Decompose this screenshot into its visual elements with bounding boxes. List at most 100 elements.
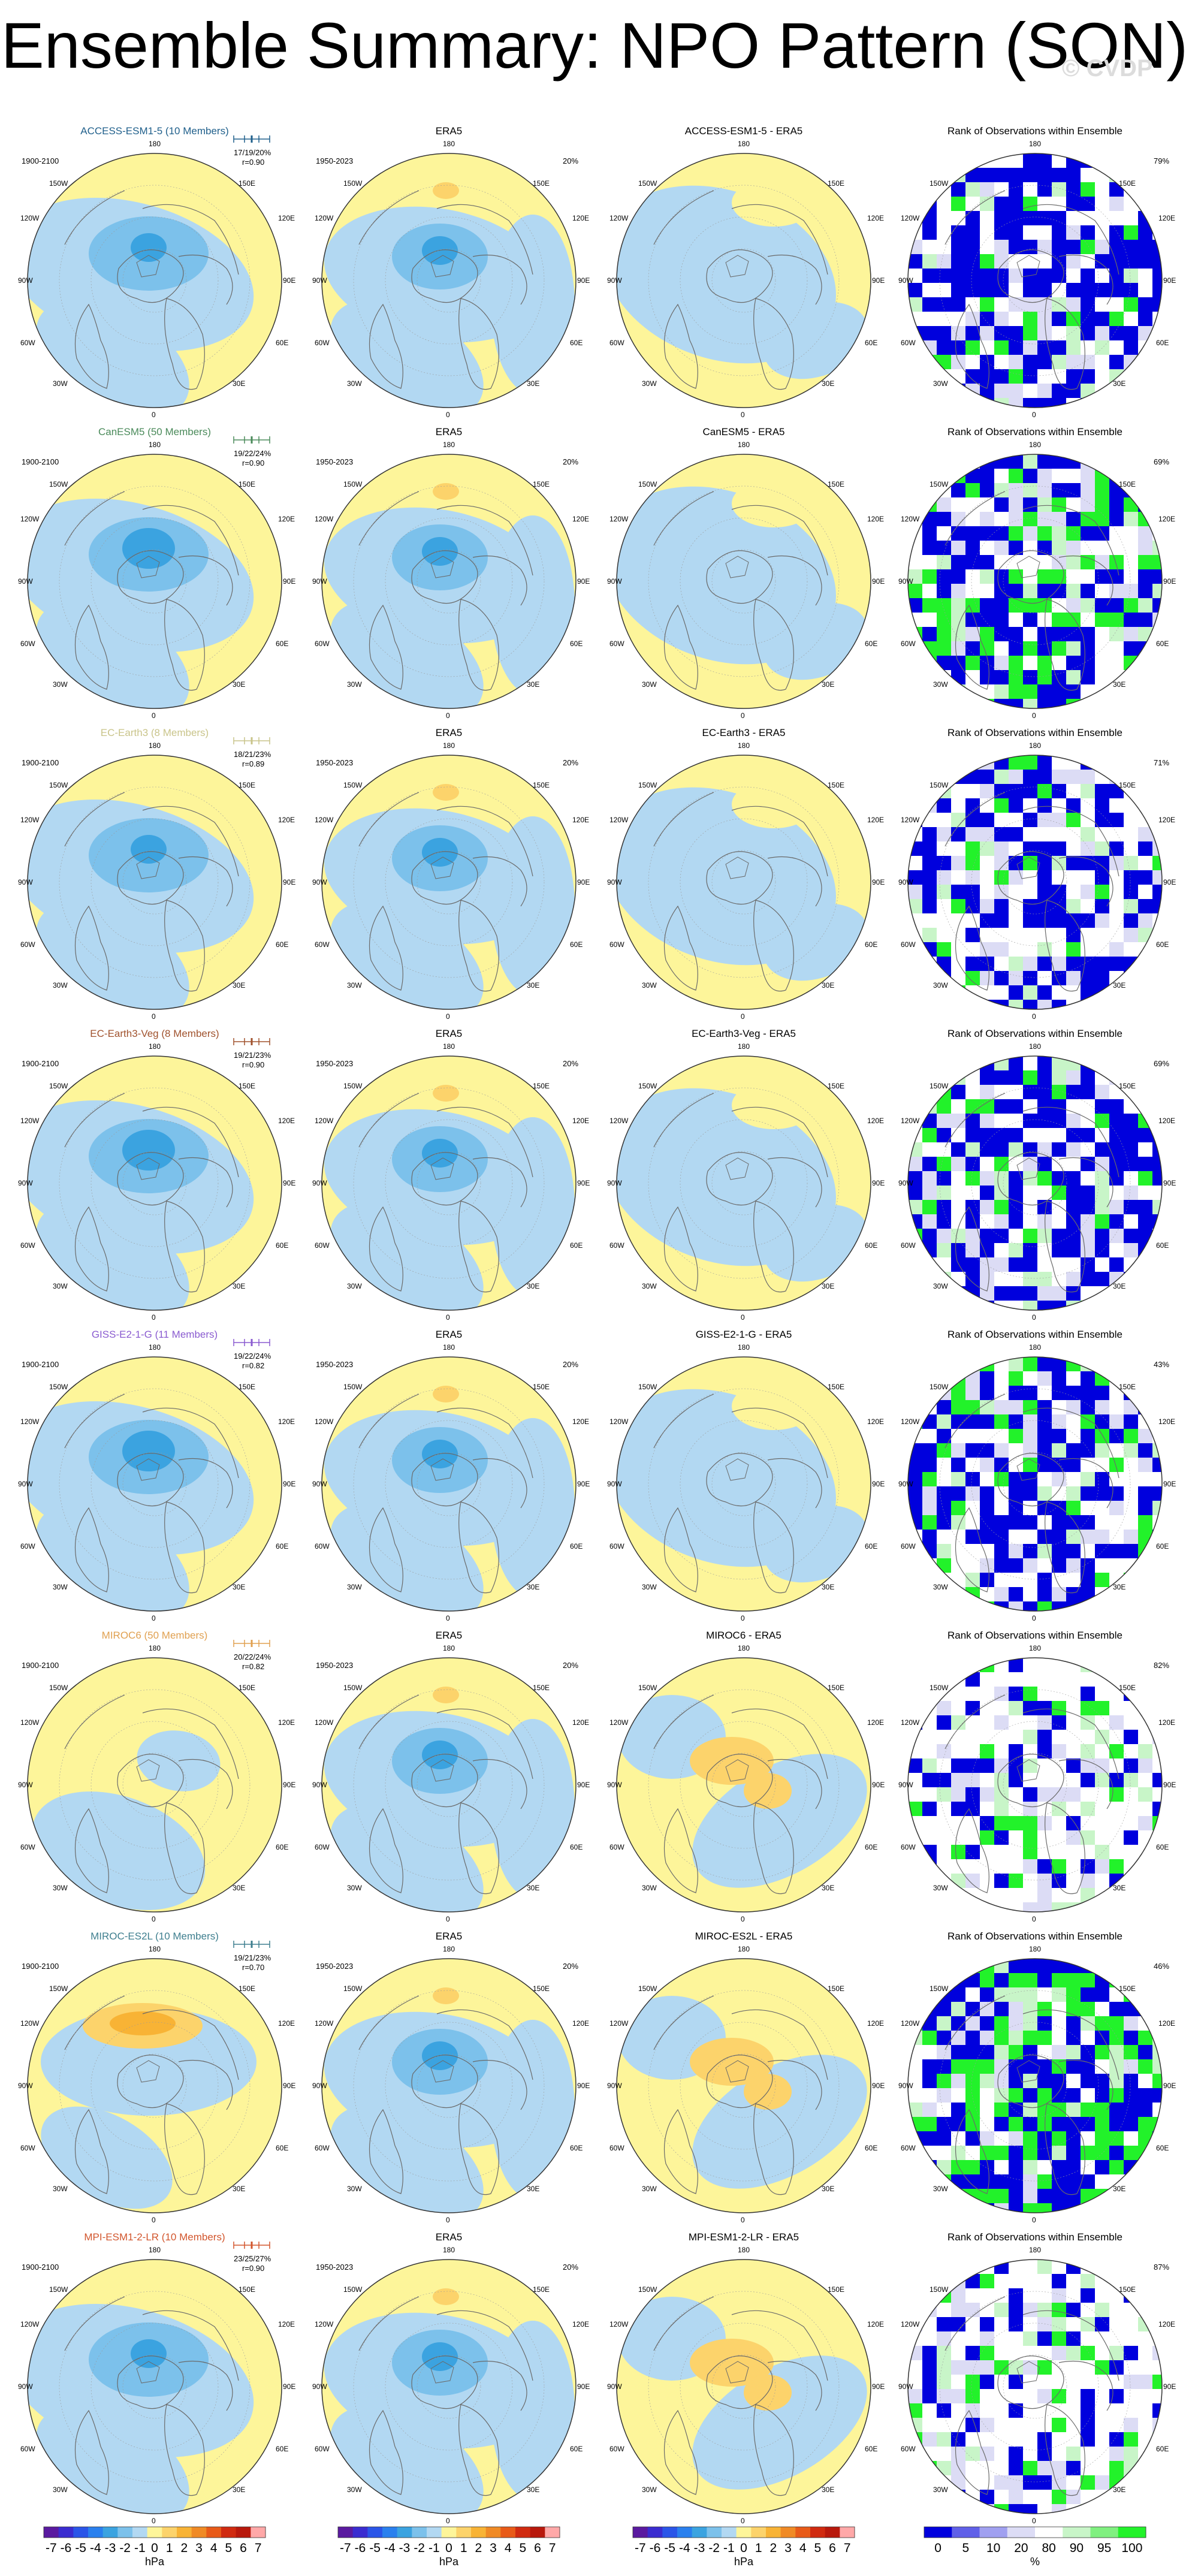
map-r3-c3-cell [994,1128,1009,1142]
map-r7-c3-cell [1009,2360,1023,2375]
map-r2-c3-cell [1037,798,1052,813]
map-r0-c3-cell [1095,398,1109,408]
colorbar-0-swatch-2 [73,2527,89,2538]
map-r2-c1-lon-0: 0 [446,1012,450,1021]
map-r3-c3-cell [1138,1056,1152,1070]
map-r5-c1-lon-150w: 150W [343,1684,363,1692]
map-r7-c3-cell [1095,2475,1109,2490]
rank-title-4: Rank of Observations within Ensemble [947,1329,1122,1340]
map-r3-c3-coastline-5 [1058,1157,1113,1208]
map-r7-c3-cell [1023,2475,1037,2490]
map-r5-c3-lon-60e: 60E [1156,1843,1169,1851]
map-r0-c3-coastline-3 [1022,204,1119,275]
map-r1-c2-coastline-2 [664,604,698,690]
map-r3-c1-lon-90w: 90W [312,1179,327,1187]
map-r1-c3-cell [1066,541,1081,555]
map-r1-c3-cell [994,699,1009,708]
map-r0-c3-cell [1066,197,1081,211]
map-r6-c3-cell [922,2059,937,2074]
map-r2-c3-cell [994,841,1009,856]
model-period-3: 1900-2100 [22,1059,59,1068]
map-r4-c3-cell [1023,1601,1037,1611]
map-r7-c3-cell [1081,2403,1095,2418]
map-r6-c3-cell [1037,2203,1052,2213]
map-r2-c3-cell [1138,870,1152,885]
map-r2-c3-cell [980,913,994,928]
map-r3-c1-lat-2 [385,1119,513,1247]
map-r4-c3-cell [1037,1601,1052,1611]
map-r3-c3-cell [922,1128,937,1142]
map-r6-c3-cell [1066,2016,1081,2031]
map-r2-c3-cell [1152,841,1162,856]
map-r3-c2 [617,1056,871,1310]
map-r6-c2-coastline-4 [653,1995,714,2050]
map-r4-c3-cell [908,1573,922,1587]
map-r2-c3-cell [951,827,965,841]
map-r3-c3-cell [1023,1142,1037,1157]
map-r6-c3-cell [1066,2002,1081,2016]
map-r5-c2-coastline-1 [753,1802,794,1895]
map-r1-c3-cell [1124,699,1138,708]
map-r7-c3-cell [1109,2504,1124,2514]
colorbar-2-tick-1: -6 [649,2541,661,2555]
map-r6-c3-cell [1052,2103,1066,2117]
map-r2-c3-cell [908,885,922,899]
map-r0-c3-lon-30w: 30W [933,379,948,388]
model-r-0: r=0.90 [242,158,265,167]
map-r0-c3-cell [980,384,994,398]
map-r6-c3-cell [994,2045,1009,2059]
map-r0-c1-lon-90w: 90W [312,276,327,285]
map-r0-c3-cell [1124,384,1138,398]
map-r6-c3-cell [922,2103,937,2117]
map-r1-c0-coastline-2 [75,604,109,690]
map-r0-c3-cell [1081,269,1095,283]
colorbar-1-swatch-7 [441,2527,457,2538]
map-r6-c1 [322,1959,576,2213]
map-r6-c3-cell [951,2203,965,2213]
map-r6-c1-lon-60w: 60W [315,2144,330,2152]
map-r6-c3-cell [1109,2031,1124,2045]
map-r1-c3-cell [1138,555,1152,569]
map-r6-c2-frame [616,1958,871,2213]
map-r4-c2-coastline-0 [706,1453,773,1507]
map-r1-c3-cell [951,469,965,483]
map-r2-c0-lon-0: 0 [152,1012,156,1021]
diff-title-2: EC-Earth3 - ERA5 [702,727,786,738]
map-r1-c3-cell [1066,598,1081,613]
map-r4-c3-cell [965,1573,980,1587]
map-r3-c3-cell [937,1200,951,1214]
map-r4-c2-coastline-2 [664,1507,698,1592]
map-r3-c3-cell [965,1142,980,1157]
map-r1-c0-lon-0: 0 [152,711,156,720]
colorbar-1-tick-4: -3 [399,2541,411,2555]
rank-title-5: Rank of Observations within Ensemble [947,1630,1122,1641]
map-r7-c3-cell [1152,2490,1162,2504]
map-r1-c3-cell [1138,584,1152,598]
map-r2-c1-lon-120e: 120E [572,816,590,824]
map-r0-c3-cell [1023,326,1037,340]
map-r2-c3-cell [1037,913,1052,928]
map-r1-c3-cell [1066,613,1081,627]
map-r2-c1-frame [321,755,577,1010]
map-r6-c3-cell [922,2160,937,2174]
map-r0-c3-cell [1037,168,1052,182]
map-r5-c3-lon-30w: 30W [933,1884,948,1892]
map-r4-c3-cell [965,1443,980,1458]
map-r0-c1-blob-6 [433,182,459,199]
map-r7-c3-lat-1 [1003,2354,1067,2419]
map-r2-c0-lon-90w: 90W [18,878,33,886]
map-r4-c3-cell [980,1400,994,1414]
map-r3-c1 [322,1056,576,1310]
map-r0-c3-cell [1009,269,1023,283]
map-r1-c3-lon-0: 0 [1032,711,1036,720]
map-r5-c3-cell [1081,1658,1095,1672]
map-r3-c3-cell [994,1142,1009,1157]
map-r3-c3-cell [1095,1301,1109,1310]
map-r1-c3-coastline-5 [1058,555,1113,606]
rank-colorbar-swatch-2 [979,2527,1008,2538]
colorbar-2-tick-10: 3 [784,2541,792,2555]
map-r0-c2-frame [616,153,871,408]
map-r4-c3-cell [1066,1515,1081,1530]
map-r5-c1-lat-2 [385,1721,513,1849]
map-r1-c3-cell [1109,555,1124,569]
